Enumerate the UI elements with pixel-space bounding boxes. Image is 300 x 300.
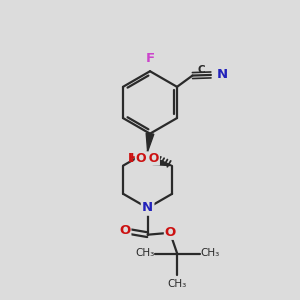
Text: F: F [146,52,155,65]
Text: N: N [142,202,153,214]
Text: H: H [130,152,140,165]
Text: O: O [136,152,146,165]
Text: C: C [198,65,206,75]
Text: H: H [128,152,138,165]
Text: O: O [119,224,131,237]
Polygon shape [153,158,172,166]
Text: O: O [165,226,176,239]
Text: CH₃: CH₃ [200,248,220,257]
Polygon shape [146,133,154,152]
Text: CH₃: CH₃ [135,248,154,257]
Text: N: N [216,68,227,82]
Text: CH₃: CH₃ [168,279,187,289]
Text: O: O [140,152,159,165]
